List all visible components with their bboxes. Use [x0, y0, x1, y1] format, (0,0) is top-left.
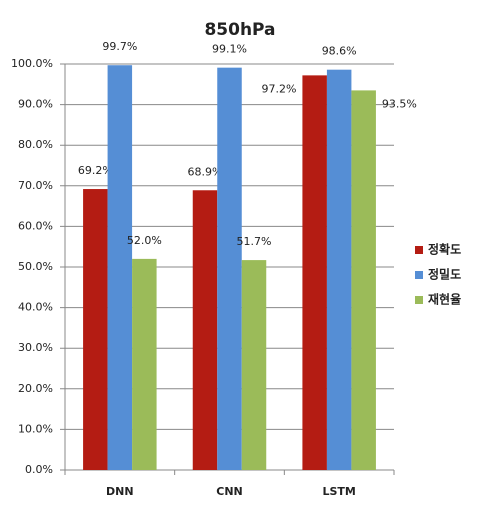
value-label: 98.6%: [322, 45, 357, 58]
x-tick-label: DNN: [106, 485, 134, 498]
bar: [302, 75, 327, 471]
bar: [83, 189, 108, 470]
y-tick-label: 20.0%: [18, 382, 53, 395]
x-tick-label: CNN: [216, 485, 243, 498]
bar: [326, 69, 352, 471]
legend-swatch: [415, 296, 423, 304]
bar: [241, 260, 267, 470]
legend-swatch: [415, 246, 423, 254]
x-tick-label: LSTM: [322, 485, 355, 498]
value-label: 97.2%: [261, 82, 296, 95]
bar: [192, 190, 218, 471]
y-tick-label: 90.0%: [18, 98, 53, 111]
legend-label: 정밀도: [428, 267, 461, 282]
legend-label: 정확도: [428, 242, 461, 257]
y-tick-label: 0.0%: [25, 463, 53, 476]
y-tick-label: 70.0%: [18, 179, 53, 192]
value-label: 99.7%: [102, 40, 137, 53]
bar: [351, 90, 376, 470]
bar: [132, 258, 157, 470]
value-label: 99.1%: [212, 43, 247, 56]
legend-label: 재현율: [428, 292, 461, 307]
y-tick-label: 10.0%: [18, 422, 53, 435]
y-tick-label: 60.0%: [18, 219, 53, 232]
value-label: 51.7%: [237, 235, 272, 248]
chart-title: 850hPa: [204, 20, 275, 40]
y-tick-label: 40.0%: [18, 301, 53, 314]
y-tick-label: 50.0%: [18, 260, 53, 273]
bar: [217, 67, 242, 471]
value-label: 69.2%: [78, 164, 113, 177]
bar: [107, 65, 133, 470]
y-tick-label: 100.0%: [11, 57, 53, 70]
legend-swatch: [415, 271, 423, 279]
value-label: 93.5%: [382, 97, 417, 110]
value-label: 52.0%: [127, 234, 162, 247]
y-tick-label: 80.0%: [18, 138, 53, 151]
value-label: 68.9%: [188, 165, 223, 178]
y-tick-label: 30.0%: [18, 341, 53, 354]
